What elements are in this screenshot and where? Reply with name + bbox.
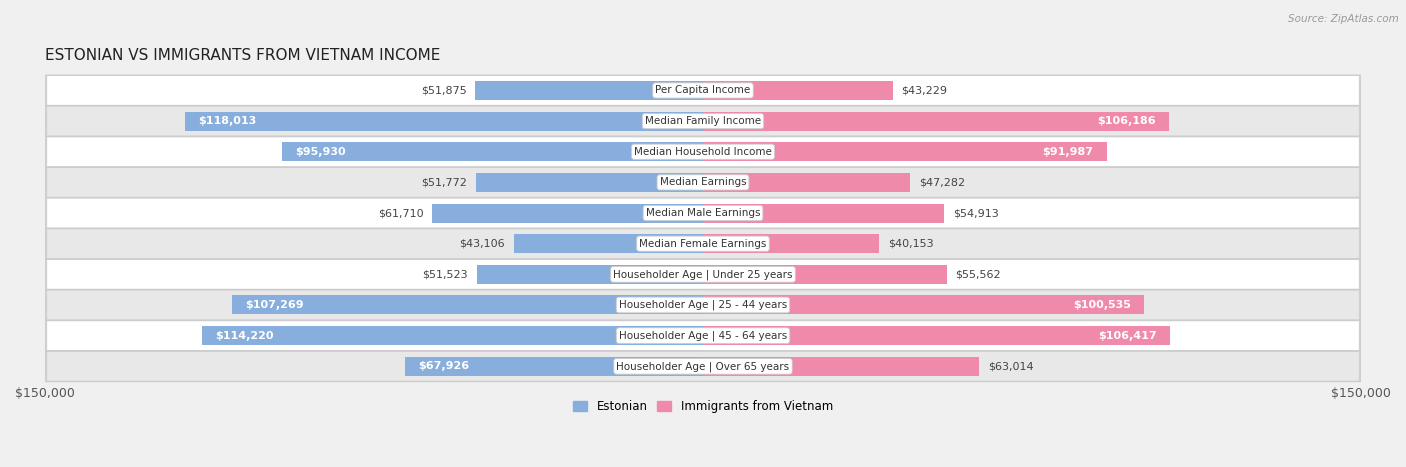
Text: Householder Age | Under 25 years: Householder Age | Under 25 years [613, 269, 793, 280]
Bar [703, 265, 946, 284]
Text: Per Capita Income: Per Capita Income [655, 85, 751, 95]
Bar [703, 204, 943, 223]
FancyBboxPatch shape [48, 168, 1358, 197]
Text: Median Earnings: Median Earnings [659, 177, 747, 187]
FancyBboxPatch shape [45, 320, 1361, 351]
Bar [703, 357, 980, 376]
Bar [703, 81, 893, 100]
Text: $40,153: $40,153 [889, 239, 934, 249]
FancyBboxPatch shape [48, 290, 1358, 319]
Bar [703, 234, 879, 253]
Text: $55,562: $55,562 [956, 269, 1001, 279]
Text: $114,220: $114,220 [215, 331, 274, 340]
Text: $43,229: $43,229 [901, 85, 948, 95]
Bar [405, 357, 703, 376]
FancyBboxPatch shape [45, 228, 1361, 259]
Bar [432, 204, 703, 223]
Bar [475, 81, 703, 100]
Bar [475, 173, 703, 192]
FancyBboxPatch shape [48, 198, 1358, 227]
Bar [477, 265, 703, 284]
Text: Source: ZipAtlas.com: Source: ZipAtlas.com [1288, 14, 1399, 24]
FancyBboxPatch shape [48, 76, 1358, 105]
Bar [232, 296, 703, 314]
Text: $63,014: $63,014 [988, 361, 1033, 371]
Text: $51,772: $51,772 [422, 177, 467, 187]
Bar [283, 142, 703, 161]
Text: $47,282: $47,282 [920, 177, 966, 187]
Text: $67,926: $67,926 [418, 361, 470, 371]
Text: $118,013: $118,013 [198, 116, 257, 126]
Text: Median Family Income: Median Family Income [645, 116, 761, 126]
Bar [703, 326, 1170, 345]
Text: $106,186: $106,186 [1097, 116, 1156, 126]
FancyBboxPatch shape [45, 167, 1361, 198]
FancyBboxPatch shape [45, 75, 1361, 106]
Bar [513, 234, 703, 253]
Text: ESTONIAN VS IMMIGRANTS FROM VIETNAM INCOME: ESTONIAN VS IMMIGRANTS FROM VIETNAM INCO… [45, 48, 440, 63]
FancyBboxPatch shape [48, 352, 1358, 381]
Bar [703, 142, 1107, 161]
Bar [703, 296, 1144, 314]
Legend: Estonian, Immigrants from Vietnam: Estonian, Immigrants from Vietnam [568, 395, 838, 417]
Text: Householder Age | 25 - 44 years: Householder Age | 25 - 44 years [619, 300, 787, 310]
Text: $54,913: $54,913 [953, 208, 998, 218]
Text: $106,417: $106,417 [1098, 331, 1157, 340]
Text: $43,106: $43,106 [460, 239, 505, 249]
FancyBboxPatch shape [48, 260, 1358, 289]
Text: Householder Age | 45 - 64 years: Householder Age | 45 - 64 years [619, 330, 787, 341]
FancyBboxPatch shape [48, 321, 1358, 350]
FancyBboxPatch shape [45, 198, 1361, 228]
FancyBboxPatch shape [45, 290, 1361, 320]
FancyBboxPatch shape [48, 229, 1358, 258]
Text: $91,987: $91,987 [1042, 147, 1094, 157]
FancyBboxPatch shape [45, 259, 1361, 290]
Text: $95,930: $95,930 [295, 147, 346, 157]
Bar [202, 326, 703, 345]
Text: $51,523: $51,523 [423, 269, 468, 279]
Text: $61,710: $61,710 [378, 208, 423, 218]
Text: Median Household Income: Median Household Income [634, 147, 772, 157]
Text: $51,875: $51,875 [420, 85, 467, 95]
Bar [186, 112, 703, 131]
Text: Median Male Earnings: Median Male Earnings [645, 208, 761, 218]
FancyBboxPatch shape [48, 106, 1358, 135]
Bar [703, 173, 911, 192]
FancyBboxPatch shape [48, 137, 1358, 166]
Text: $100,535: $100,535 [1073, 300, 1130, 310]
Text: $107,269: $107,269 [246, 300, 304, 310]
FancyBboxPatch shape [45, 106, 1361, 136]
Text: Median Female Earnings: Median Female Earnings [640, 239, 766, 249]
Text: Householder Age | Over 65 years: Householder Age | Over 65 years [616, 361, 790, 372]
FancyBboxPatch shape [45, 351, 1361, 382]
FancyBboxPatch shape [45, 136, 1361, 167]
Bar [703, 112, 1168, 131]
